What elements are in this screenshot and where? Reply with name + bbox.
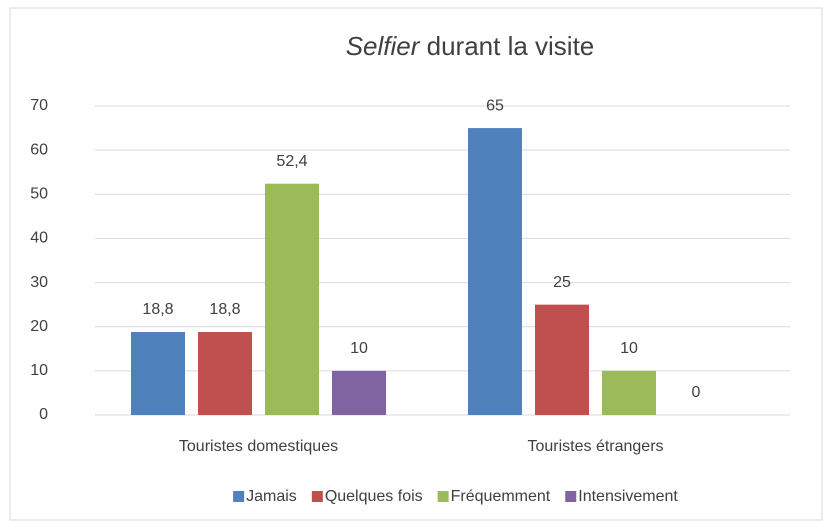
legend-swatch [437, 491, 449, 502]
data-label: 18,8 [209, 301, 240, 318]
legend-label: Quelques fois [325, 488, 423, 505]
y-tick-label: 50 [30, 186, 48, 203]
y-tick-label: 0 [39, 406, 48, 423]
bar [468, 128, 522, 416]
legend-swatch [233, 491, 245, 502]
legend-label: Jamais [246, 488, 297, 505]
y-tick-label: 10 [30, 362, 48, 379]
data-label: 18,8 [142, 301, 173, 318]
y-tick-label: 30 [30, 274, 48, 291]
legend-swatch [311, 491, 323, 502]
y-tick-label: 40 [30, 230, 48, 247]
bar [265, 183, 319, 415]
bar [198, 332, 252, 415]
x-tick-label: Touristes étrangers [527, 438, 663, 455]
x-tick-label: Touristes domestiques [179, 438, 338, 455]
data-label: 25 [553, 274, 571, 291]
bar [131, 332, 185, 415]
data-label: 0 [692, 384, 701, 401]
y-tick-label: 20 [30, 318, 48, 335]
chart-title: Selfier durant la visite [346, 31, 595, 61]
legend-swatch [565, 491, 577, 502]
legend-label: Fréquemment [451, 488, 551, 505]
bar [332, 370, 386, 415]
y-tick-label: 60 [30, 141, 48, 158]
y-tick-label: 70 [30, 97, 48, 114]
data-label: 10 [620, 340, 638, 357]
bar [535, 304, 589, 415]
data-label: 65 [486, 97, 504, 114]
bar [602, 370, 656, 415]
data-label: 10 [350, 340, 368, 357]
chart-border [9, 7, 823, 521]
legend-label: Intensivement [578, 488, 678, 505]
data-label: 52,4 [276, 153, 307, 170]
